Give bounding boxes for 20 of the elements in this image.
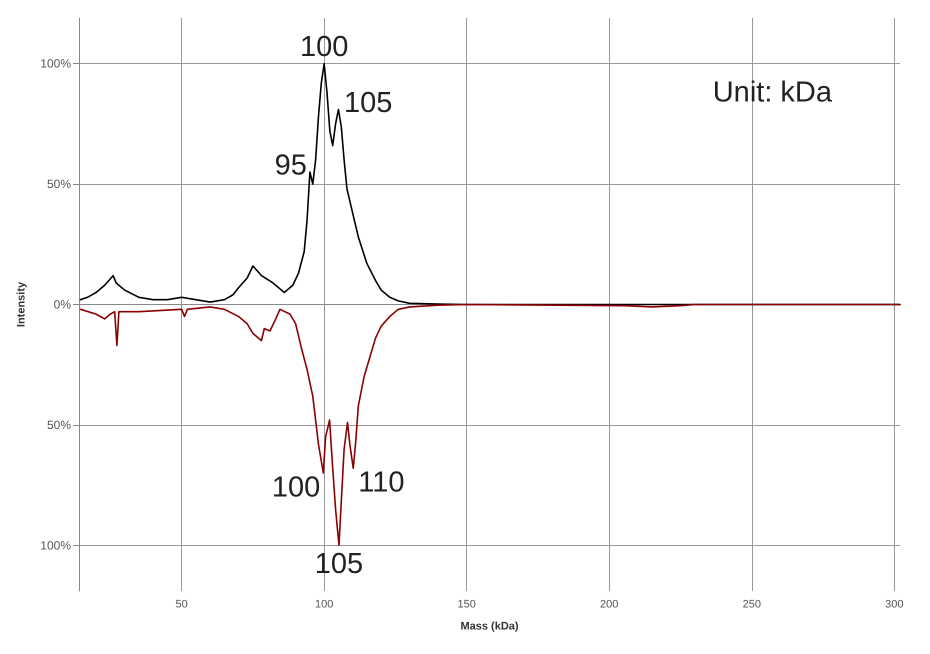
y-tick-label: 100% <box>40 538 72 552</box>
y-tick-label: 0% <box>54 298 72 312</box>
annotation: 105 <box>344 86 392 119</box>
y-tick-label: 100% <box>40 56 72 71</box>
annotation: 110 <box>358 466 404 499</box>
x-tick-label: 50 <box>176 598 188 610</box>
x-tick-label: 200 <box>600 598 618 610</box>
annotation: 95 <box>274 150 307 182</box>
y-axis-title: Intensity <box>16 281 28 328</box>
x-tick-label: 150 <box>458 598 476 610</box>
x-axis-title: Mass (kDa) <box>460 620 519 632</box>
annotation: Unit: kDa <box>712 76 833 108</box>
y-tick-label: 50% <box>46 418 72 432</box>
annotation: 100 <box>272 472 320 504</box>
x-tick-label: 250 <box>742 598 761 610</box>
x-tick-label: 300 <box>885 598 904 610</box>
y-tick-label: 50% <box>46 177 72 192</box>
annotation: 100 <box>300 31 348 64</box>
annotation: 105 <box>314 548 364 580</box>
x-tick-label: 100 <box>314 598 334 610</box>
